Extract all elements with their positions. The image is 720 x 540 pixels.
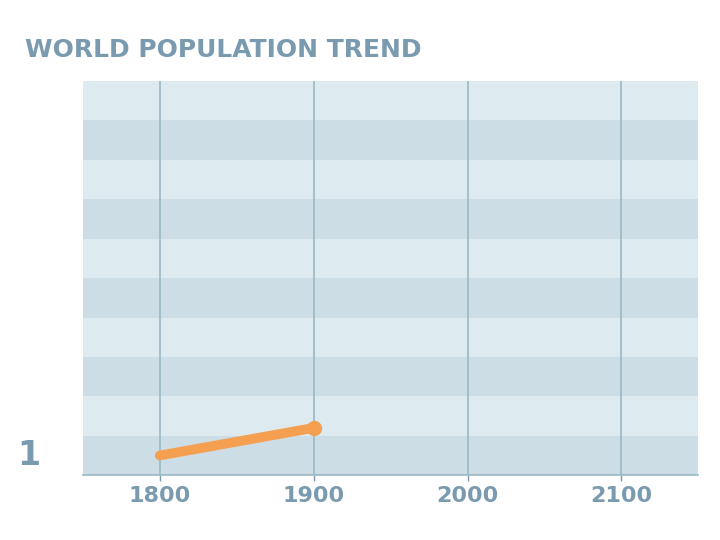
Point	[308, 423, 320, 432]
Bar	[83, 120, 698, 160]
Text: GAPMINDER - POPULATION OF REGIONS - SLIDESHOW: GAPMINDER - POPULATION OF REGIONS - SLID…	[208, 519, 512, 529]
Bar	[83, 436, 698, 475]
Bar	[83, 239, 698, 278]
Bar	[83, 199, 698, 239]
Bar	[83, 81, 698, 120]
Text: WORLD POPULATION TREND: WORLD POPULATION TREND	[25, 38, 422, 62]
Bar	[83, 318, 698, 357]
Bar	[83, 396, 698, 436]
Bar	[83, 357, 698, 396]
Bar	[83, 278, 698, 318]
Bar	[83, 160, 698, 199]
Text: 1: 1	[17, 439, 40, 472]
